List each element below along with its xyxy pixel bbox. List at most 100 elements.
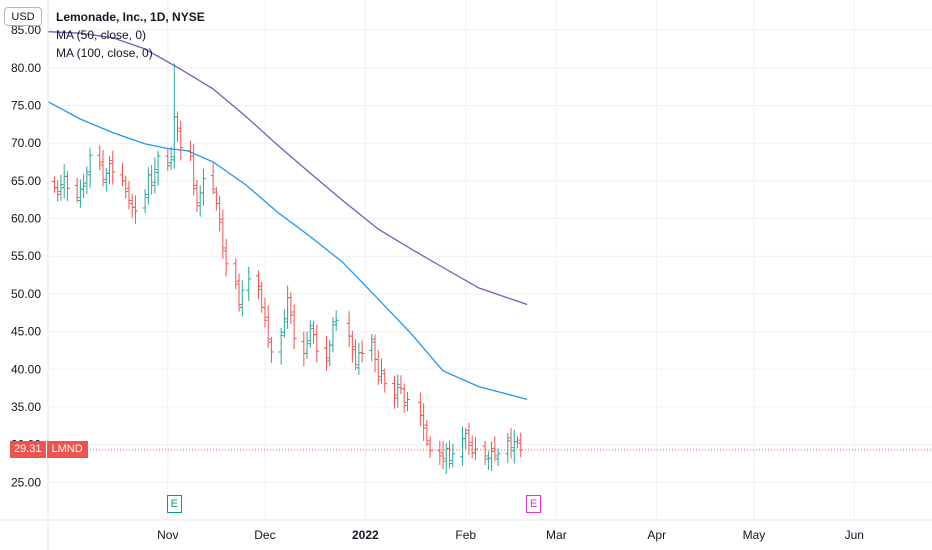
ohlc-bar <box>356 342 362 375</box>
ohlc-bar <box>427 436 433 458</box>
ohlc-bar <box>301 331 307 367</box>
ohlc-bar <box>255 270 261 300</box>
ohlc-bar <box>327 339 333 367</box>
ohlc-bar <box>100 149 106 187</box>
ohlc-bar <box>379 358 385 384</box>
currency-badge[interactable]: USD <box>4 7 42 26</box>
ohlc-bar <box>485 450 491 470</box>
ohlc-bar <box>265 305 271 349</box>
ohlc-bar <box>87 147 93 188</box>
ohlc-bar <box>463 428 469 450</box>
ohlc-bar <box>459 426 465 466</box>
ohlc-bar <box>110 150 116 185</box>
ohlc-bar <box>107 156 113 185</box>
ohlc-bar <box>155 150 161 186</box>
ohlc-bar <box>404 391 410 412</box>
ohlc-bar <box>268 336 274 363</box>
ohlc-bar <box>81 174 87 199</box>
ohlc-bar <box>391 376 397 409</box>
last-price-tag: 29.31 LMND <box>10 441 88 459</box>
ohlc-bar <box>217 195 223 232</box>
ma50-legend[interactable]: MA (50, close, 0) <box>56 28 147 42</box>
ohlc-bar <box>246 266 252 302</box>
ohlc-bars <box>51 63 524 475</box>
ohlc-bar <box>233 258 239 290</box>
y-tick-label: 60.00 <box>11 212 41 226</box>
ohlc-bar <box>511 429 517 464</box>
y-tick-label: 65.00 <box>11 174 41 188</box>
symbol-tag: LMND <box>46 441 88 459</box>
y-tick-label: 85.00 <box>11 23 41 37</box>
x-tick-label: Mar <box>546 528 567 542</box>
ohlc-bar <box>152 157 158 194</box>
y-tick-label: 55.00 <box>11 249 41 263</box>
ohlc-bar <box>495 448 501 467</box>
ohlc-bar <box>142 189 148 214</box>
x-tick-label: Nov <box>157 528 178 542</box>
x-tick-label: Feb <box>455 528 476 542</box>
ohlc-bar <box>359 340 365 363</box>
ohlc-bar <box>262 297 268 328</box>
x-tick-label: Jun <box>845 528 864 542</box>
ohlc-bar <box>51 176 57 193</box>
ohlc-bar <box>123 175 129 199</box>
y-tick-label: 35.00 <box>11 400 41 414</box>
ohlc-bar <box>191 143 197 196</box>
ohlc-bar <box>472 437 478 461</box>
ohlc-bar <box>314 324 320 363</box>
ohlc-bar <box>333 310 339 331</box>
ohlc-bar <box>323 336 329 371</box>
ohlc-bar <box>482 440 488 465</box>
ohlc-bar <box>119 162 125 187</box>
chart-grid <box>48 0 932 520</box>
ohlc-bar <box>278 327 284 365</box>
ohlc-bar <box>515 436 521 449</box>
ohlc-bar <box>285 285 291 329</box>
earnings-marker[interactable]: E <box>166 495 182 513</box>
ohlc-bar <box>382 368 388 393</box>
ohlc-bar <box>165 148 171 172</box>
ohlc-bar <box>84 166 90 195</box>
ohlc-bar <box>61 164 67 199</box>
chart-legend: Lemonade, Inc., 1D, NYSE MA (50, close, … <box>56 8 205 62</box>
ohlc-bar <box>210 163 216 195</box>
ohlc-bar <box>200 168 206 206</box>
y-tick-label: 45.00 <box>11 325 41 339</box>
ohlc-bar <box>369 333 375 362</box>
ohlc-bar <box>492 436 498 462</box>
ohlc-bar <box>145 167 151 205</box>
ohlc-bar <box>58 174 64 201</box>
ohlc-bar <box>281 308 287 338</box>
x-tick-label: 2022 <box>352 528 379 542</box>
ohlc-bar <box>171 63 177 169</box>
ohlc-bar <box>375 349 381 386</box>
earnings-marker[interactable]: E <box>526 495 542 513</box>
y-tick-label: 50.00 <box>11 287 41 301</box>
y-tick-label: 75.00 <box>11 99 41 113</box>
ohlc-bar <box>223 238 229 277</box>
ohlc-bar <box>64 171 70 202</box>
ohlc-bar <box>220 209 226 259</box>
ma100-legend[interactable]: MA (100, close, 0) <box>56 46 153 60</box>
ohlc-bar <box>395 374 401 408</box>
ohlc-bar <box>450 443 456 468</box>
ohlc-bar <box>372 334 378 373</box>
ohlc-bar <box>424 419 430 447</box>
x-tick-label: Apr <box>647 528 666 542</box>
ohlc-bar <box>401 383 407 413</box>
ohlc-bar <box>132 195 138 224</box>
ma100-line <box>47 31 528 306</box>
ohlc-bar <box>489 441 495 472</box>
y-tick-label: 25.00 <box>11 475 41 489</box>
ohlc-bar <box>175 111 181 143</box>
ohlc-bar <box>447 440 453 469</box>
ohlc-bar <box>349 330 355 363</box>
chart-title[interactable]: Lemonade, Inc., 1D, NYSE <box>56 10 205 24</box>
ohlc-bar <box>437 440 443 465</box>
ohlc-bar <box>55 180 61 202</box>
ohlc-bar <box>469 435 475 459</box>
ohlc-bar <box>505 433 511 463</box>
ohlc-bar <box>508 428 514 459</box>
ohlc-bar <box>97 145 103 171</box>
